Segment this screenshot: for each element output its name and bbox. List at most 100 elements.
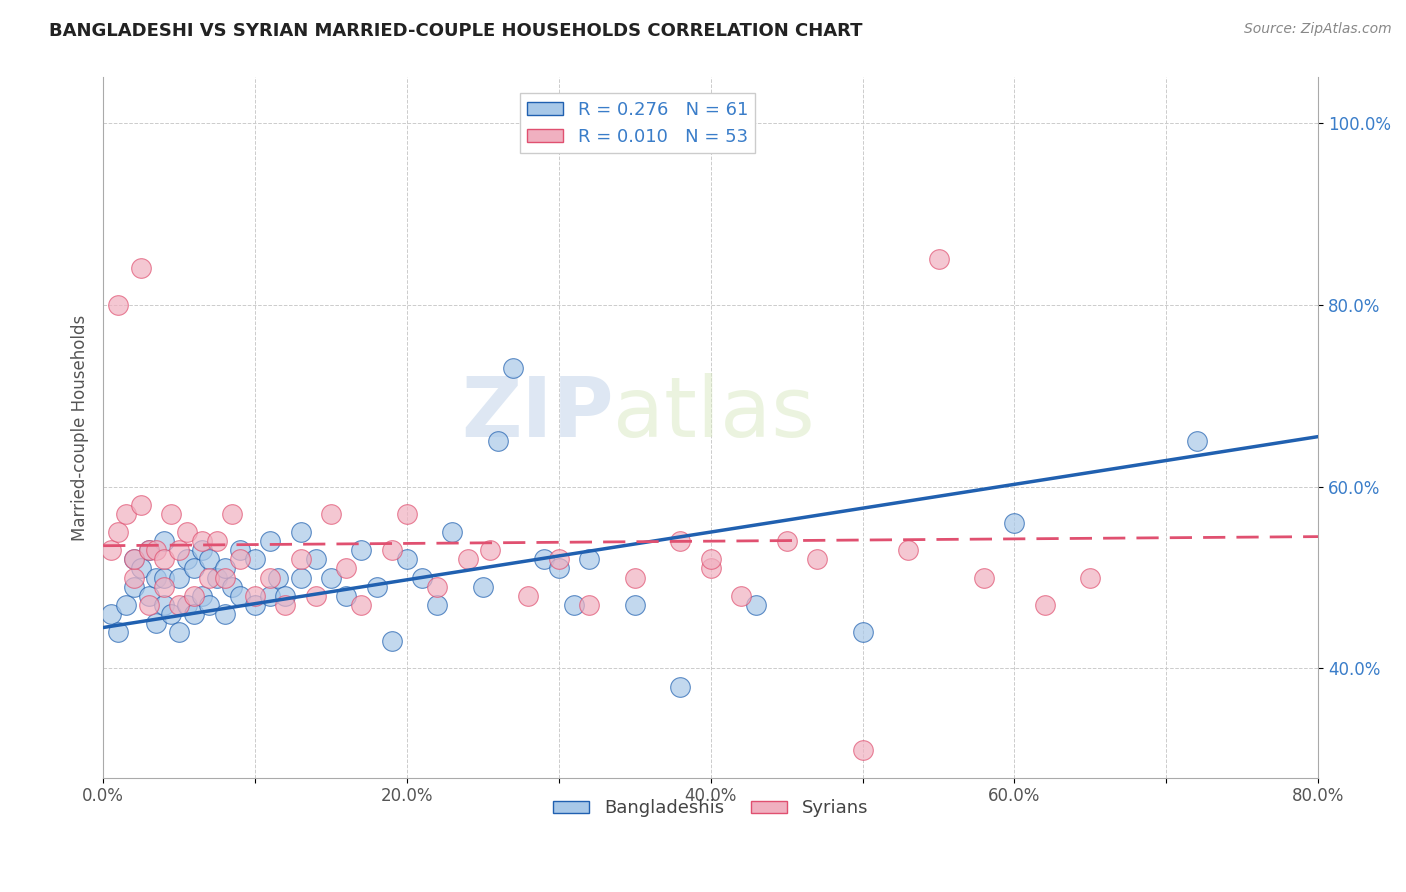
Point — [107, 298, 129, 312]
Point — [623, 570, 645, 584]
Point — [274, 598, 297, 612]
Point — [176, 524, 198, 539]
Point — [138, 543, 160, 558]
Point — [176, 552, 198, 566]
Point — [191, 543, 214, 558]
Point — [205, 570, 228, 584]
Point — [562, 598, 585, 612]
Point — [145, 615, 167, 630]
Point — [426, 598, 449, 612]
Point — [1004, 516, 1026, 530]
Point — [267, 570, 290, 584]
Point — [350, 598, 373, 612]
Point — [115, 507, 138, 521]
Point — [176, 598, 198, 612]
Point — [214, 607, 236, 621]
Point — [730, 589, 752, 603]
Point — [547, 552, 569, 566]
Point — [395, 552, 418, 566]
Point — [290, 570, 312, 584]
Point — [486, 434, 509, 449]
Point — [145, 543, 167, 558]
Point — [305, 552, 328, 566]
Point — [129, 561, 152, 575]
Point — [122, 552, 145, 566]
Point — [305, 589, 328, 603]
Point — [243, 598, 266, 612]
Point — [669, 534, 692, 549]
Point — [153, 580, 176, 594]
Point — [775, 534, 797, 549]
Point — [290, 524, 312, 539]
Point — [160, 507, 183, 521]
Point — [122, 580, 145, 594]
Point — [221, 507, 243, 521]
Point — [183, 589, 205, 603]
Point — [928, 252, 950, 267]
Point — [100, 543, 122, 558]
Point — [852, 625, 875, 640]
Point — [259, 534, 281, 549]
Point — [153, 598, 176, 612]
Point — [214, 570, 236, 584]
Point — [183, 607, 205, 621]
Text: Source: ZipAtlas.com: Source: ZipAtlas.com — [1244, 22, 1392, 37]
Point — [335, 561, 357, 575]
Point — [547, 561, 569, 575]
Legend: Bangladeshis, Syrians: Bangladeshis, Syrians — [546, 792, 876, 824]
Point — [198, 552, 221, 566]
Point — [100, 607, 122, 621]
Point — [335, 589, 357, 603]
Point — [381, 634, 404, 648]
Point — [699, 552, 721, 566]
Point — [578, 598, 600, 612]
Point — [623, 598, 645, 612]
Point — [243, 589, 266, 603]
Y-axis label: Married-couple Households: Married-couple Households — [72, 314, 89, 541]
Text: BANGLADESHI VS SYRIAN MARRIED-COUPLE HOUSEHOLDS CORRELATION CHART: BANGLADESHI VS SYRIAN MARRIED-COUPLE HOU… — [49, 22, 863, 40]
Point — [395, 507, 418, 521]
Point — [205, 534, 228, 549]
Point — [426, 580, 449, 594]
Point — [381, 543, 404, 558]
Point — [897, 543, 920, 558]
Point — [1185, 434, 1208, 449]
Point — [471, 580, 494, 594]
Point — [191, 589, 214, 603]
Point — [138, 589, 160, 603]
Point — [198, 598, 221, 612]
Point — [259, 570, 281, 584]
Point — [411, 570, 433, 584]
Point — [259, 589, 281, 603]
Point — [115, 598, 138, 612]
Point — [107, 625, 129, 640]
Point — [167, 543, 190, 558]
Point — [214, 561, 236, 575]
Point — [319, 507, 342, 521]
Point — [160, 607, 183, 621]
Point — [319, 570, 342, 584]
Point — [669, 680, 692, 694]
Point — [274, 589, 297, 603]
Point — [699, 561, 721, 575]
Point — [441, 524, 464, 539]
Point — [479, 543, 502, 558]
Point — [533, 552, 555, 566]
Point — [578, 552, 600, 566]
Point — [138, 543, 160, 558]
Point — [153, 570, 176, 584]
Point — [138, 598, 160, 612]
Point — [350, 543, 373, 558]
Point — [198, 570, 221, 584]
Point — [145, 570, 167, 584]
Point — [290, 552, 312, 566]
Point — [229, 552, 252, 566]
Point — [191, 534, 214, 549]
Point — [243, 552, 266, 566]
Point — [167, 598, 190, 612]
Point — [745, 598, 768, 612]
Point — [129, 261, 152, 276]
Point — [1033, 598, 1056, 612]
Text: atlas: atlas — [613, 373, 815, 454]
Point — [457, 552, 479, 566]
